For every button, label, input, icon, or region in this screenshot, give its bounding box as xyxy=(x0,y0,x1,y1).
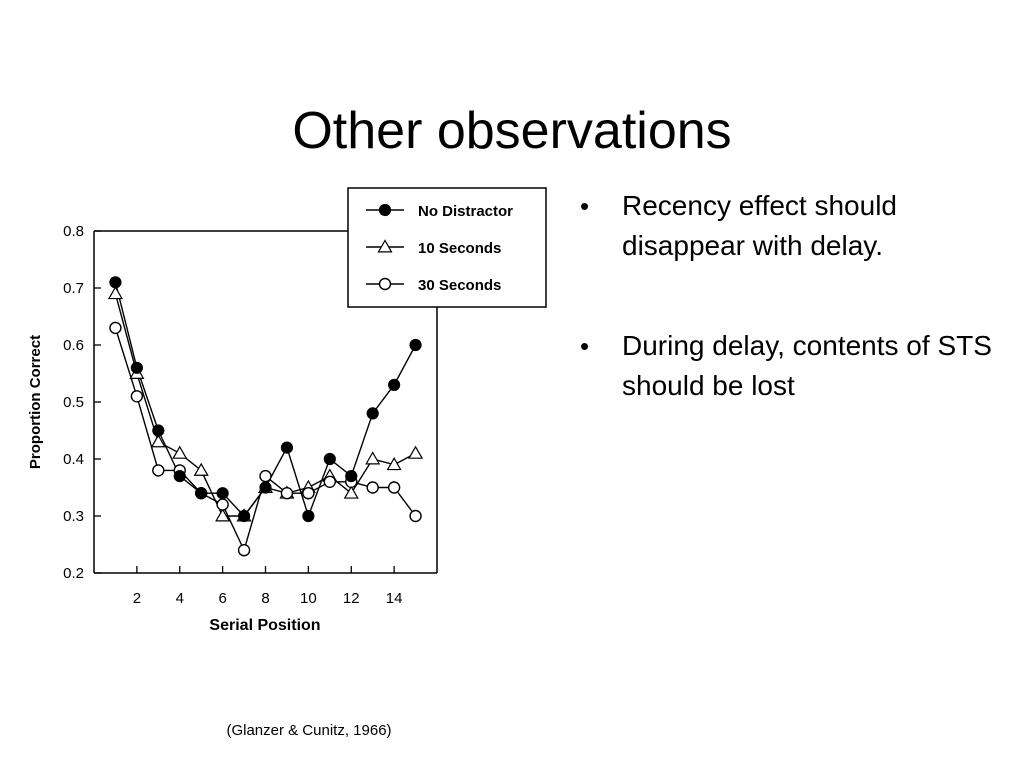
x-tick-label: 6 xyxy=(218,590,226,607)
data-point xyxy=(259,481,272,494)
x-tick-label: 2 xyxy=(133,590,141,607)
data-point xyxy=(130,390,144,403)
data-point xyxy=(366,481,379,494)
data-point xyxy=(386,456,402,471)
y-axis-label: Proportion Correct xyxy=(27,335,44,469)
data-point xyxy=(302,509,315,523)
y-tick-label: 0.6 xyxy=(63,337,84,354)
y-tick-label: 0.3 xyxy=(63,508,84,525)
bullet-item: • Recency effect should disappear with d… xyxy=(580,186,1000,266)
bullet-list: • Recency effect should disappear with d… xyxy=(580,186,1000,466)
data-point xyxy=(172,445,188,459)
data-point xyxy=(109,321,122,335)
data-point xyxy=(237,544,251,557)
x-tick-label: 10 xyxy=(300,590,317,607)
legend-label: 30 Seconds xyxy=(418,277,501,294)
data-point xyxy=(280,441,294,454)
data-point xyxy=(365,451,381,465)
data-point xyxy=(387,481,401,494)
y-tick-label: 0.2 xyxy=(63,565,84,582)
series-markers xyxy=(109,276,422,523)
legend-label: No Distractor xyxy=(418,203,513,220)
data-point xyxy=(323,452,336,466)
data-point xyxy=(107,285,123,300)
bullet-text: Recency effect should disappear with del… xyxy=(622,190,897,261)
data-point xyxy=(280,487,294,500)
data-point xyxy=(345,470,358,483)
y-tick-label: 0.8 xyxy=(63,223,84,240)
bullet-item: • During delay, contents of STS should b… xyxy=(580,326,1000,406)
data-point xyxy=(152,464,165,477)
data-point xyxy=(377,239,393,253)
y-tick-label: 0.5 xyxy=(63,394,84,411)
serial-position-figure: 0.2 0.3 0.4 0.5 0.6 0.7 0.8 2 4 6 8 10 12 14 No Distr… xyxy=(0,172,560,650)
x-tick-label: 12 xyxy=(343,590,360,607)
x-axis-label: Serial Position xyxy=(209,617,320,634)
y-tick-label: 0.7 xyxy=(63,280,84,297)
data-point xyxy=(366,407,379,420)
slide-title: Other observations xyxy=(292,101,732,160)
data-point xyxy=(152,424,165,437)
data-point xyxy=(193,462,209,476)
data-point xyxy=(259,469,272,483)
data-point xyxy=(302,487,315,500)
data-point xyxy=(343,485,359,499)
data-point xyxy=(215,508,231,522)
data-point xyxy=(388,378,401,391)
series-layer xyxy=(107,276,424,557)
data-point xyxy=(130,361,143,374)
bullet-icon: • xyxy=(580,191,590,221)
data-point xyxy=(378,203,392,217)
data-point xyxy=(150,434,166,448)
legend-label: 10 Seconds xyxy=(418,240,501,257)
data-point xyxy=(323,475,337,488)
data-point xyxy=(408,445,424,459)
data-point xyxy=(195,487,208,500)
citation: (Glanzer & Cunitz, 1966) xyxy=(226,722,392,739)
x-tick-label: 8 xyxy=(261,590,269,607)
bullet-text: During delay, contents of STS should be … xyxy=(622,330,992,401)
legend: No Distractor 10 Seconds 30 Seconds xyxy=(347,187,547,308)
data-point xyxy=(378,277,392,291)
serial-position-chart: 0.2 0.3 0.4 0.5 0.6 0.7 0.8 2 4 6 8 10 12 14 No Distr… xyxy=(27,187,547,634)
bullet-icon: • xyxy=(580,331,590,361)
x-tick-label: 4 xyxy=(176,590,184,607)
data-point xyxy=(216,498,229,511)
axis-layer: 0.2 0.3 0.4 0.5 0.6 0.7 0.8 2 4 6 8 10 12 14 xyxy=(63,223,402,607)
x-tick-label: 14 xyxy=(386,590,403,607)
data-point xyxy=(409,338,422,352)
data-point xyxy=(409,509,422,523)
data-point xyxy=(173,470,186,483)
data-point xyxy=(237,509,251,523)
y-tick-label: 0.4 xyxy=(63,451,84,468)
data-point xyxy=(109,276,122,289)
data-point xyxy=(216,487,229,500)
